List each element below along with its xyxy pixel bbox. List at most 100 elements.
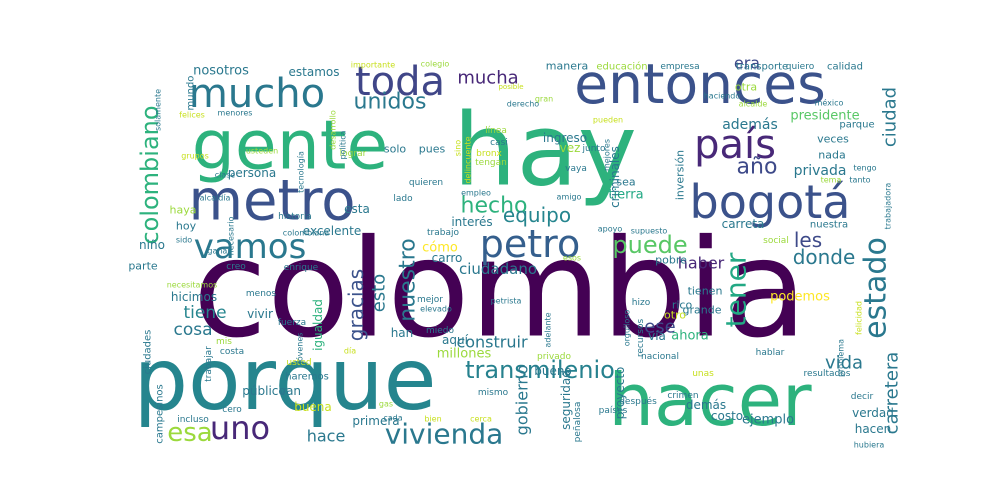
word-crimen: crimen [667, 391, 698, 401]
word-problema: problema [837, 339, 846, 377]
word-petro: petro [480, 222, 580, 266]
word-hoy: hoy [176, 220, 197, 233]
word-supuesto: supuesto [631, 227, 668, 236]
word-tema: tema [821, 176, 842, 185]
word-buena: buena [294, 400, 332, 414]
word-bien: bien [424, 415, 441, 424]
word-clase: clase [215, 171, 236, 180]
word-vaya: vaya [565, 164, 587, 174]
word-vamos: vamos [194, 227, 307, 267]
word-esa: esa [167, 418, 212, 448]
word-donde: donde [793, 245, 856, 269]
word-mis: mis [216, 337, 232, 347]
word-unidos: unidos [354, 90, 427, 115]
word-lograr: lograr [340, 149, 367, 159]
word-felices: felices [179, 111, 205, 120]
word-ganar: ganar [207, 247, 231, 256]
word-criminales: criminales [608, 146, 622, 208]
word-cosa: cosa [173, 320, 212, 340]
word-vivienda: vivienda [385, 418, 504, 451]
word-grande: grande [683, 304, 722, 317]
word-tierra: tierra [608, 188, 643, 203]
word-mucha: mucha [457, 68, 518, 89]
word-trabajar: trabajar [204, 346, 214, 382]
word-calidad: calidad [827, 62, 863, 73]
word-costo: costo [711, 409, 743, 423]
word-haremos: haremos [285, 372, 329, 383]
word-recursos: recursos [636, 319, 646, 358]
word-países: países [599, 406, 628, 416]
word-menores: menores [218, 109, 253, 118]
word-adelante: adelante [544, 312, 553, 347]
word-proyecto: proyecto [613, 367, 627, 420]
word-carro: carro [432, 251, 463, 265]
word-manera: manera [546, 60, 588, 73]
word-solamente: solamente [154, 89, 163, 131]
word-ingreso: ingreso [543, 131, 587, 145]
word-transporte: transporte [736, 62, 788, 73]
word-nacional: nacional [641, 352, 679, 362]
word-grupos: grupos [181, 152, 209, 161]
word-bogotá: bogotá [690, 175, 851, 229]
word-empleo: empleo [461, 189, 491, 198]
word-gracias: gracias [344, 269, 368, 341]
word-haciendo: haciendo [704, 92, 741, 101]
word-además: además [722, 117, 778, 133]
word-estado: estado [859, 237, 894, 339]
word-educación: educación [596, 61, 647, 73]
word-país: país [694, 122, 776, 168]
word-privada: privada [794, 163, 847, 179]
word-cerca: cerca [470, 415, 492, 424]
word-amigo: amigo [557, 193, 582, 202]
word-elevado: elevado [420, 305, 452, 314]
word-pueden: pueden [593, 116, 623, 125]
word-después: después [619, 396, 657, 407]
word-equipo: equipo [503, 203, 571, 227]
word-apoyo: apoyo [598, 225, 623, 234]
word-trabajo: trabajo [427, 228, 459, 238]
word-delincuente: delincuente [464, 136, 473, 183]
word-esto: esto [369, 274, 390, 313]
word-historia: historia [278, 212, 312, 222]
word-puede: puede [612, 231, 687, 259]
word-resultados: resultados [804, 369, 851, 379]
word-incluso: incluso [177, 415, 209, 425]
word-tener: tener [720, 252, 753, 327]
word-hay: hay [453, 92, 637, 209]
word-ese: ese [644, 317, 676, 338]
word-van: van [279, 384, 301, 398]
word-mundo: mundo [186, 76, 197, 111]
word-gobierno: gobierno [513, 365, 532, 436]
word-podemos: podemos [770, 290, 830, 305]
word-niño: niño [139, 238, 165, 252]
word-hizo: hizo [632, 298, 651, 308]
word-parque: parque [839, 120, 874, 131]
word-empresa: empresa [660, 62, 699, 72]
word-haya: haya [170, 204, 197, 217]
word-ciudadano: ciudadano [459, 260, 537, 278]
word-desarrollo: desarrollo [329, 110, 338, 150]
word-usted: usted [286, 358, 311, 368]
word-porque: porque [133, 330, 436, 430]
word-estamos: estamos [289, 65, 340, 79]
word-fuerza: fuerza [278, 318, 306, 328]
word-inversión: inversión [674, 150, 687, 200]
word-quiero: quiero [786, 62, 815, 72]
word-vez: vez [560, 141, 581, 155]
word-demás: demás [686, 398, 726, 412]
word-esos: esos [563, 254, 581, 263]
word-vivir: vivir [247, 307, 273, 321]
word-han: han [391, 326, 414, 340]
word-mejores: mejores [603, 139, 612, 171]
word-cero: cero [222, 405, 242, 415]
word-haber: haber [678, 254, 725, 273]
word-hubiera: hubiera [854, 441, 885, 450]
word-sea: sea [616, 176, 635, 189]
word-otra: otra [735, 81, 757, 94]
word-línea: línea [485, 126, 507, 136]
word-solo: solo [384, 143, 407, 156]
word-vida: vida [825, 353, 863, 374]
word-seguridad: seguridad [559, 370, 573, 430]
